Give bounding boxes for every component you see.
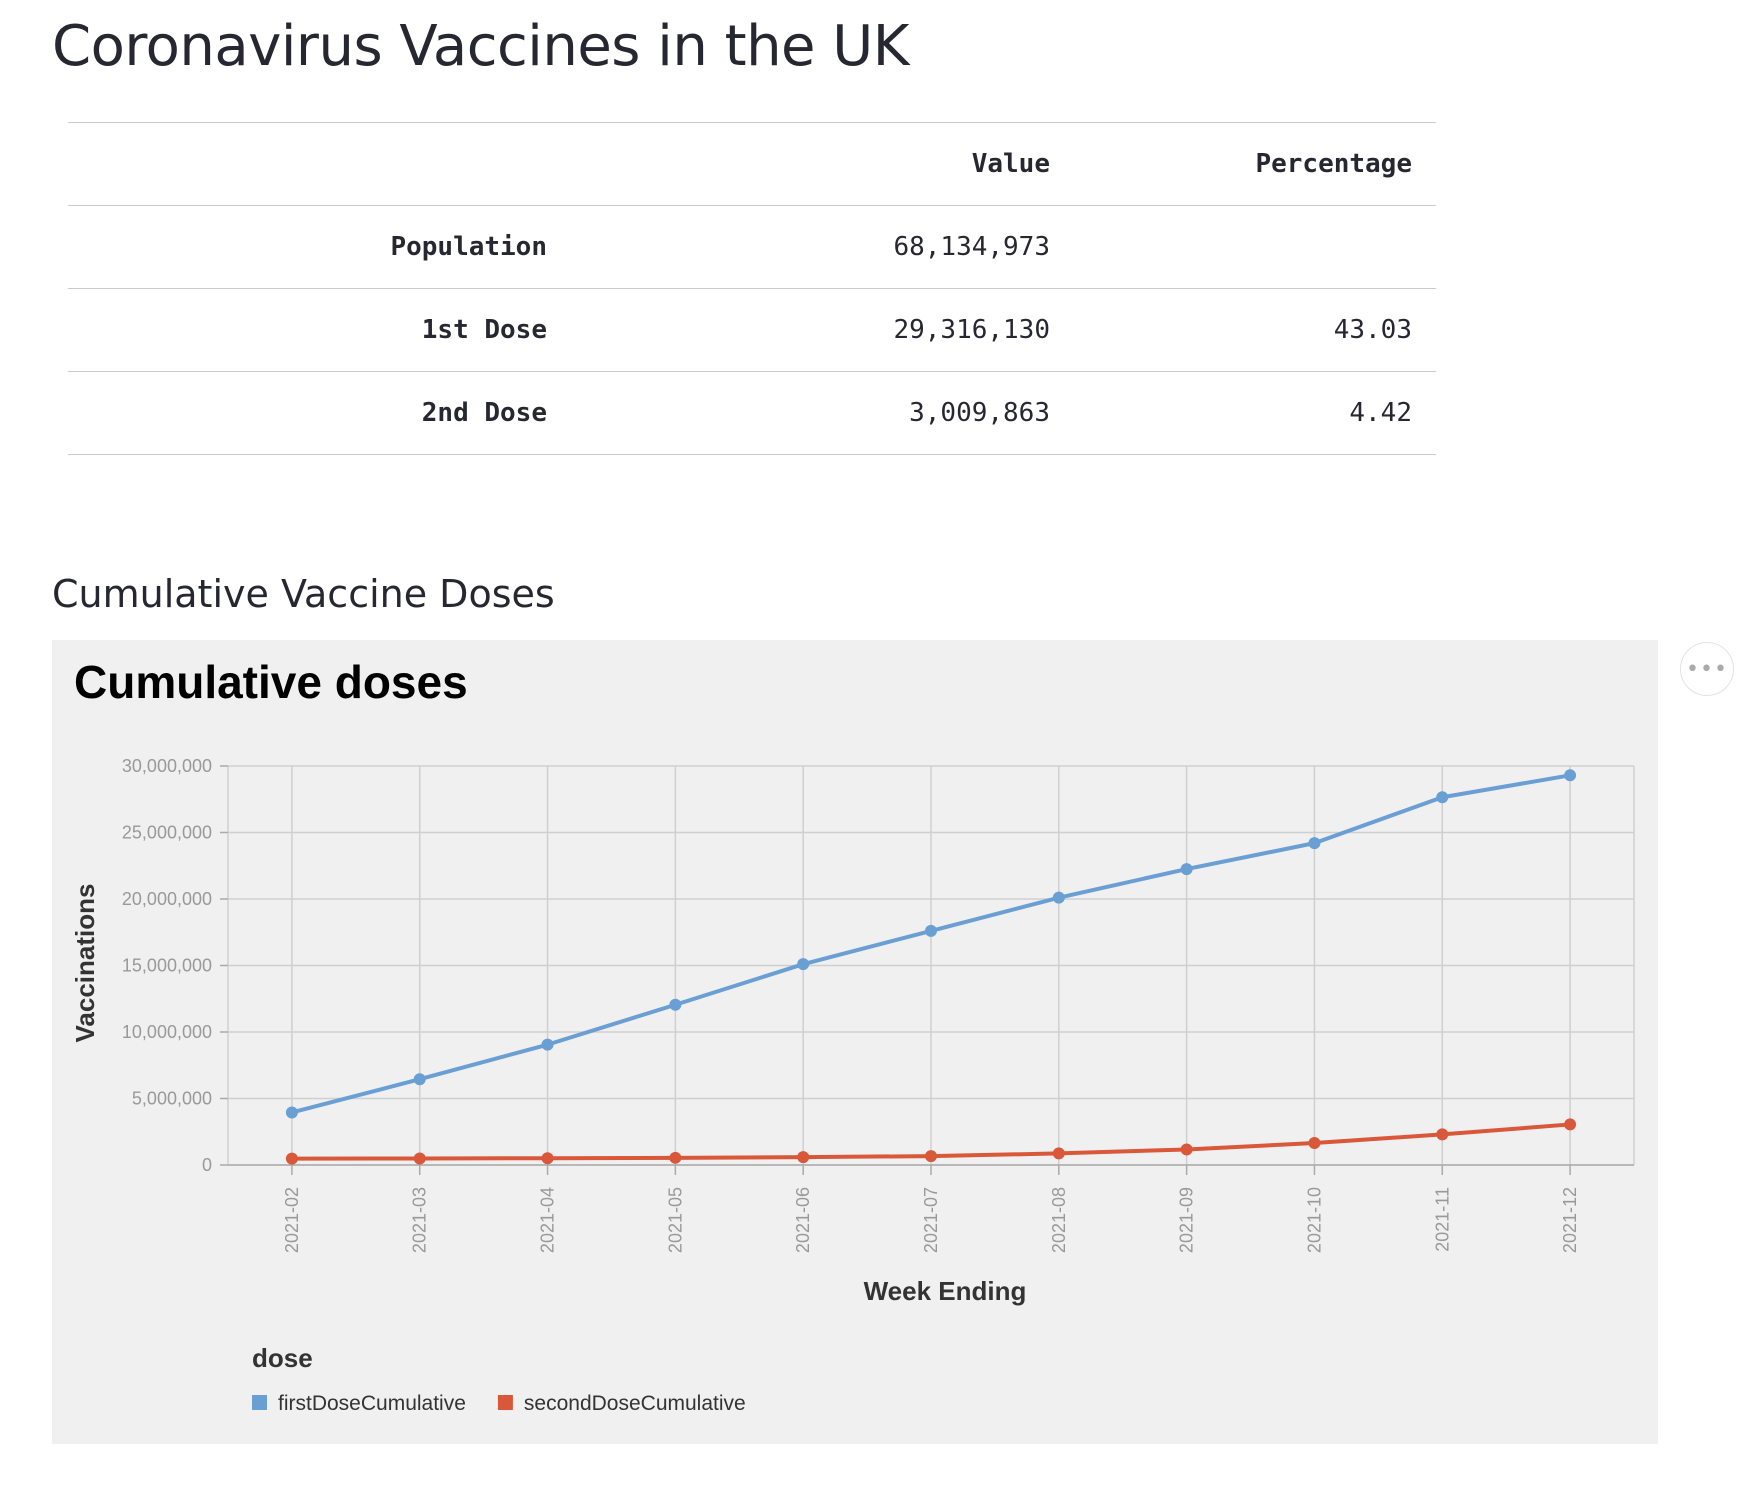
table-header-blank [68,122,571,206]
y-tick-label: 10,000,000 [122,1022,212,1042]
data-point-secondDoseCumulative [925,1150,937,1163]
y-tick-label: 25,000,000 [122,823,212,843]
y-tick-label: 15,000,000 [122,956,212,976]
x-tick-label: 2021-11 [1432,1187,1452,1252]
y-tick-label: 5,000,000 [132,1089,212,1109]
data-point-secondDoseCumulative [413,1152,426,1165]
data-point-secondDoseCumulative [541,1152,554,1165]
data-point-firstDoseCumulative [1436,791,1449,804]
data-point-firstDoseCumulative [541,1038,554,1051]
legend-label-secondDoseCumulative: secondDoseCumulative [524,1392,746,1415]
data-point-secondDoseCumulative [669,1151,682,1164]
chart-title: Cumulative doses [74,656,468,708]
x-tick-label: 2021-02 [282,1187,302,1253]
data-point-firstDoseCumulative [669,998,682,1011]
row-percentage [1074,205,1436,289]
data-point-firstDoseCumulative [285,1106,298,1119]
x-axis-title: Week Ending [864,1276,1027,1306]
chart-panel: Cumulative doses 0 5,000,000 10,000,000 15,… [52,640,1658,1444]
y-tick-label: 30,000,000 [122,756,212,776]
y-axis-title: Vaccinations [70,884,100,1043]
table-row: Population 68,134,973 [68,205,1436,289]
data-point-secondDoseCumulative [285,1152,298,1165]
data-point-firstDoseCumulative [1180,863,1193,876]
data-point-firstDoseCumulative [1564,769,1577,782]
section-title: Cumulative Vaccine Doses [52,572,555,616]
x-tick-label: 2021-10 [1304,1187,1324,1253]
more-options-icon: ••• [1686,656,1728,682]
data-point-secondDoseCumulative [1564,1118,1577,1131]
x-tick-label: 2021-06 [793,1187,813,1253]
data-point-firstDoseCumulative [1052,891,1065,904]
legend-swatch-firstDoseCumulative [252,1395,267,1410]
y-tick-label: 20,000,000 [122,889,212,909]
stats-table: Value Percentage Population 68,134,973 1… [68,122,1436,455]
x-tick-label: 2021-05 [665,1187,685,1253]
row-value: 3,009,863 [571,371,1074,455]
x-tick-label: 2021-04 [538,1187,558,1253]
row-percentage: 4.42 [1074,371,1436,455]
table-header-percentage: Percentage [1074,122,1436,206]
data-point-secondDoseCumulative [1052,1147,1065,1160]
data-point-secondDoseCumulative [797,1151,810,1164]
data-point-secondDoseCumulative [1436,1128,1449,1141]
y-tick-label: 0 [202,1155,212,1175]
table-row: 2nd Dose 3,009,863 4.42 [68,371,1436,455]
x-tick-label: 2021-08 [1049,1187,1069,1253]
x-tick-label: 2021-12 [1560,1187,1580,1253]
data-point-firstDoseCumulative [925,924,937,937]
row-label: 2nd Dose [68,371,571,455]
x-tick-label: 2021-07 [921,1187,941,1253]
row-value: 29,316,130 [571,288,1074,372]
row-label: 1st Dose [68,288,571,372]
more-options-button[interactable]: ••• [1680,642,1734,696]
line-chart: Cumulative doses 0 5,000,000 10,000,000 15,… [70,656,1635,1415]
legend-title: dose [252,1343,313,1373]
row-value: 68,134,973 [571,205,1074,289]
data-point-secondDoseCumulative [1308,1137,1321,1150]
row-label: Population [68,205,571,289]
data-point-secondDoseCumulative [1180,1143,1193,1156]
table-row: 1st Dose 29,316,130 43.03 [68,288,1436,372]
x-tick-label: 2021-03 [410,1187,430,1253]
legend-swatch-secondDoseCumulative [497,1395,513,1410]
table-header-row: Value Percentage [68,122,1436,206]
legend-label-firstDoseCumulative: firstDoseCumulative [278,1392,466,1415]
table-header-value: Value [571,122,1074,206]
data-point-firstDoseCumulative [1308,837,1321,850]
x-tick-label: 2021-09 [1177,1187,1197,1253]
row-percentage: 43.03 [1074,288,1436,372]
data-point-firstDoseCumulative [413,1073,426,1086]
page-title: Coronavirus Vaccines in the UK [52,14,910,79]
data-point-firstDoseCumulative [797,958,810,971]
